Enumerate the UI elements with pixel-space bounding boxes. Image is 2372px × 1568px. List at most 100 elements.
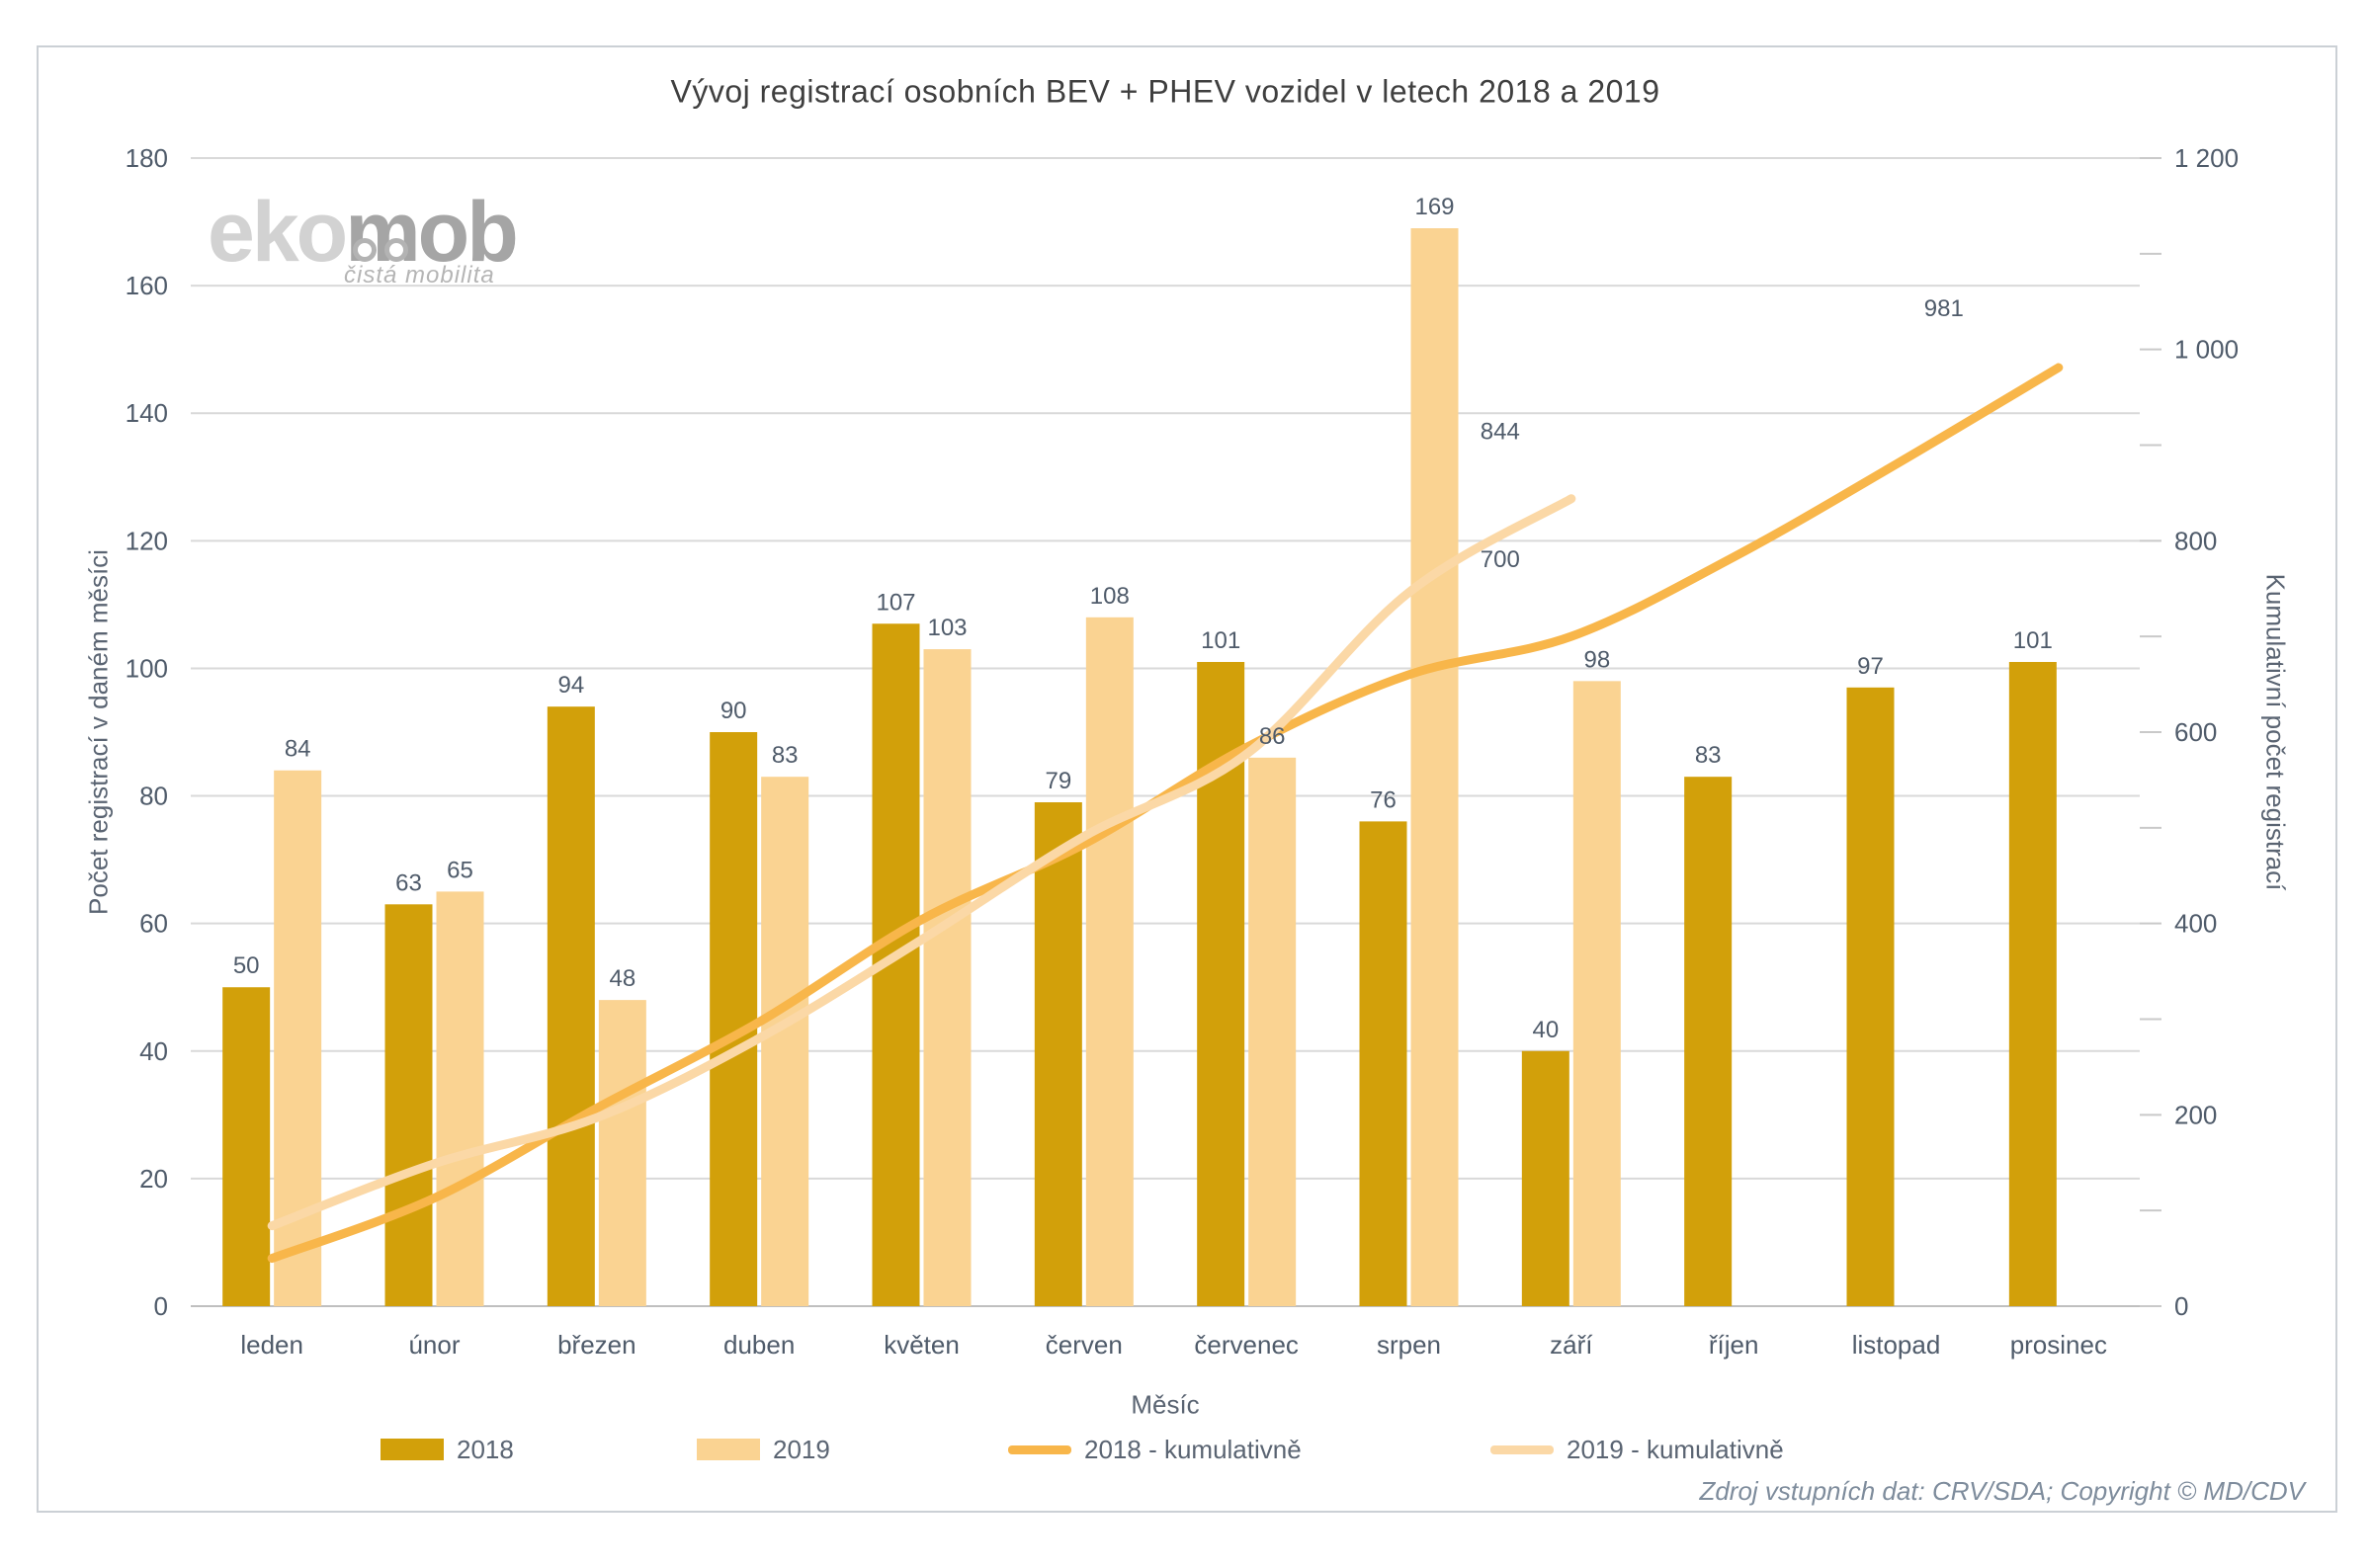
month-label: listopad [1852, 1330, 1941, 1360]
bar-2018-říjen [1684, 777, 1733, 1306]
logo-eko-text: eko [208, 185, 348, 280]
right-axis-tick-label: 1 200 [2174, 143, 2239, 173]
legend-item-2018: 2018 [381, 1435, 514, 1464]
bar-value-label: 86 [1259, 723, 1286, 750]
left-axis-tick-label: 120 [126, 526, 168, 555]
bar-value-label: 40 [1532, 1017, 1559, 1043]
cumulative-line-2019 [267, 494, 1576, 1231]
logo-wheel-icon [353, 238, 377, 262]
left-axis-tick-label: 100 [126, 653, 168, 683]
month-label: říjen [1709, 1330, 1759, 1360]
bar-2018-září [1521, 1050, 1569, 1306]
right-axis-tick-label: 200 [2174, 1100, 2217, 1129]
bar-value-label: 94 [557, 672, 584, 699]
left-axis-tick-label: 40 [139, 1036, 168, 1066]
left-axis-tick-label: 140 [126, 398, 168, 428]
cumulative-line-2018 [267, 363, 2064, 1264]
month-label: prosinec [2010, 1330, 2107, 1360]
legend-item-2019-kumulativn-: 2019 - kumulativně [1490, 1435, 1784, 1464]
bar-2019-červen [1085, 617, 1134, 1306]
bar-value-label: 65 [447, 857, 473, 883]
bar-value-label: 101 [1201, 627, 1240, 654]
source-copyright-note: Zdroj vstupních dat: CRV/SDA; Copyright … [1699, 1476, 2305, 1506]
bar-value-label: 107 [876, 589, 915, 616]
chart-legend: 2018 2019 2018 - kumulativně 2019 - kumulat… [0, 1435, 2372, 1464]
left-axis-tick-label: 0 [154, 1291, 168, 1321]
line-value-label: 700 [1481, 546, 1520, 573]
right-axis-tick-label: 600 [2174, 717, 2217, 747]
right-axis-tick-label: 400 [2174, 909, 2217, 939]
left-axis-tick-label: 180 [126, 143, 168, 173]
bar-value-label: 79 [1045, 768, 1071, 794]
bar-value-label: 90 [720, 698, 747, 724]
left-axis-tick-label: 60 [139, 909, 168, 939]
logo-wheel-icon [384, 238, 408, 262]
bar-value-label: 101 [2013, 627, 2053, 654]
chart-title: Vývoj registrací osobních BEV + PHEV voz… [670, 73, 1660, 110]
left-axis-tick-label: 80 [139, 782, 168, 811]
bar-2018-prosinec [2008, 661, 2057, 1306]
legend-label: 2018 [457, 1434, 514, 1464]
line-value-label: 844 [1481, 419, 1520, 446]
left-axis-title: Počet registrací v daném měsíci [83, 549, 114, 915]
bar-value-label: 83 [772, 742, 799, 769]
ekomob-logo: ekomob čistá mobilita [208, 190, 519, 288]
legend-line-swatch [1490, 1444, 1554, 1454]
month-label: srpen [1377, 1330, 1441, 1360]
bar-value-label: 83 [1695, 742, 1722, 769]
bar-2019-září [1572, 681, 1621, 1306]
bar-2018-srpen [1359, 821, 1407, 1306]
bar-value-label: 63 [395, 869, 422, 896]
month-label: červenec [1194, 1330, 1299, 1360]
month-label: leden [240, 1330, 303, 1360]
bar-value-label: 76 [1370, 786, 1397, 813]
bar-value-label: 98 [1583, 646, 1610, 673]
bar-2018-červen [1034, 802, 1082, 1306]
left-axis-tick-label: 160 [126, 271, 168, 300]
legend-line-swatch [1008, 1444, 1071, 1454]
logo-mob-text: mob [345, 185, 519, 280]
month-label: květen [884, 1330, 960, 1360]
bar-2018-duben [710, 732, 758, 1306]
month-label: únor [408, 1330, 460, 1360]
bar-2019-duben [761, 777, 809, 1306]
x-axis-title: Měsíc [1131, 1389, 1200, 1420]
bar-value-label: 50 [233, 952, 260, 979]
right-axis-tick-label: 0 [2174, 1291, 2188, 1321]
month-label: září [1550, 1330, 1593, 1360]
bar-value-label: 84 [285, 736, 311, 763]
bar-value-label: 108 [1090, 583, 1130, 610]
legend-bar-swatch [381, 1439, 444, 1460]
bar-2018-listopad [1846, 687, 1895, 1306]
legend-bar-swatch [697, 1439, 760, 1460]
bar-2019-červenec [1248, 757, 1297, 1306]
bar-2018-leden [222, 987, 271, 1306]
legend-item-2018-kumulativn-: 2018 - kumulativně [1008, 1435, 1302, 1464]
bar-2019-srpen [1410, 228, 1459, 1306]
month-label: červen [1046, 1330, 1123, 1360]
bar-value-label: 48 [609, 965, 635, 992]
month-label: duben [723, 1330, 795, 1360]
right-axis-title: Kumulativní počet registrací [2260, 573, 2291, 891]
right-axis-tick-label: 800 [2174, 526, 2217, 555]
bar-2019-květen [923, 649, 972, 1306]
bar-2019-únor [436, 891, 484, 1306]
left-axis-tick-label: 20 [139, 1164, 168, 1194]
bar-value-label: 103 [927, 615, 967, 641]
month-label: březen [557, 1330, 636, 1360]
logo-tagline: čistá mobilita [344, 262, 495, 289]
legend-item-2019: 2019 [697, 1435, 830, 1464]
bar-2019-březen [598, 1000, 646, 1306]
legend-label: 2018 - kumulativně [1084, 1434, 1302, 1464]
legend-label: 2019 [773, 1434, 830, 1464]
bar-2018-březen [547, 706, 595, 1306]
bar-value-label: 169 [1414, 194, 1454, 220]
legend-label: 2019 - kumulativně [1567, 1434, 1784, 1464]
logo-wordmark: ekomob [208, 185, 519, 280]
line-value-label: 981 [1924, 295, 1964, 322]
bar-2018-únor [384, 904, 433, 1306]
bar-value-label: 97 [1857, 653, 1884, 680]
right-axis-tick-label: 1 000 [2174, 335, 2239, 365]
